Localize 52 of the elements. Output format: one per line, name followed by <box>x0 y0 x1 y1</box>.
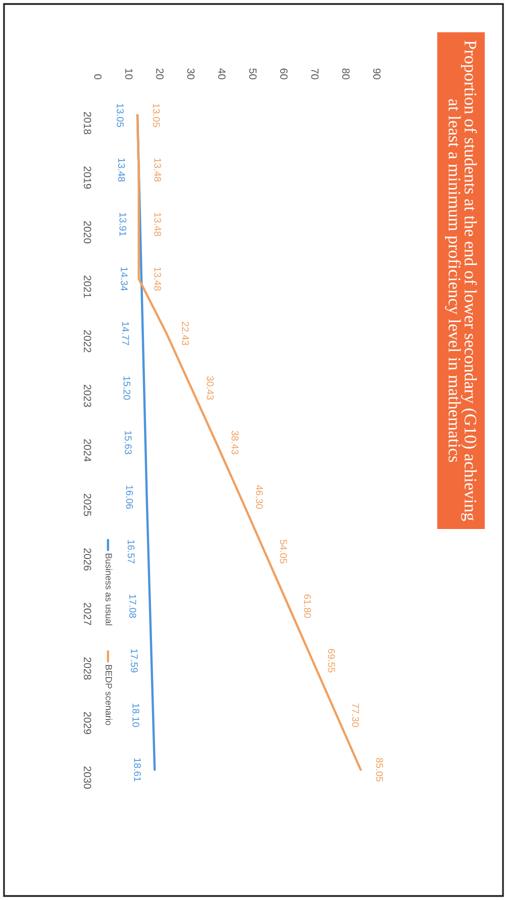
data-label: 38.43 <box>232 430 238 454</box>
data-label: 77.30 <box>352 704 359 727</box>
x-tick-label: 70 <box>311 68 319 80</box>
data-label: 85.05 <box>376 758 383 782</box>
data-label: 16.57 <box>128 540 135 564</box>
data-label: 13.48 <box>154 158 162 182</box>
data-label: 14.34 <box>120 267 128 291</box>
data-label: 13.05 <box>116 104 124 128</box>
x-tick-label: 50 <box>249 68 257 80</box>
legend-label: BEDP scenario <box>106 665 112 726</box>
data-label: 13.48 <box>154 267 162 291</box>
y-tick-label: 2023 <box>84 384 92 407</box>
y-tick-label: 2026 <box>84 548 92 571</box>
x-tick-label: 60 <box>280 68 288 80</box>
y-tick-label: 2025 <box>84 494 92 516</box>
data-label: 30.43 <box>206 376 214 400</box>
data-label: 46.30 <box>256 485 263 509</box>
data-label: 13.48 <box>154 212 162 236</box>
y-tick-label: 2019 <box>84 166 92 189</box>
data-label: 54.05 <box>280 540 287 564</box>
data-label: 13.48 <box>118 158 126 182</box>
data-label: 18.10 <box>132 704 140 727</box>
data-label: 13.05 <box>152 104 160 128</box>
data-label: 15.63 <box>124 431 132 454</box>
y-tick-label: 2028 <box>84 657 92 680</box>
y-tick-label: 2030 <box>84 766 92 789</box>
y-tick-label: 2022 <box>84 330 92 352</box>
data-label: 22.43 <box>182 322 189 346</box>
y-tick-label: 2029 <box>84 712 92 734</box>
x-tick-label: 80 <box>342 68 350 80</box>
data-label: 14.77 <box>122 322 129 346</box>
x-tick-label: 90 <box>373 68 381 80</box>
data-label: 16.06 <box>126 486 134 509</box>
y-tick-label: 2020 <box>84 221 92 244</box>
x-tick-label: 20 <box>156 68 164 80</box>
data-label: 17.59 <box>130 649 138 672</box>
y-tick-label: 2024 <box>84 439 92 462</box>
x-tick-label: 0 <box>94 74 102 80</box>
y-tick-label: 2021 <box>84 276 92 298</box>
data-label: 61.80 <box>304 594 311 618</box>
x-tick-label: 30 <box>187 68 195 80</box>
data-label: 69.55 <box>328 648 335 672</box>
x-tick-label: 40 <box>218 68 226 80</box>
data-label: 15.20 <box>123 376 130 400</box>
x-tick-label: 10 <box>125 68 133 80</box>
y-tick-label: 2018 <box>84 112 92 134</box>
data-label: 18.61 <box>134 758 141 782</box>
text: Proportion of students at the end of lower secondary (G10) achieving at least a minimum proficiency level in mathematics <box>445 40 477 521</box>
y-tick-label: 2027 <box>84 602 92 625</box>
legend-label: Business as usual <box>106 554 112 626</box>
data-label: 13.91 <box>119 212 126 236</box>
data-label: 17.08 <box>129 594 136 618</box>
